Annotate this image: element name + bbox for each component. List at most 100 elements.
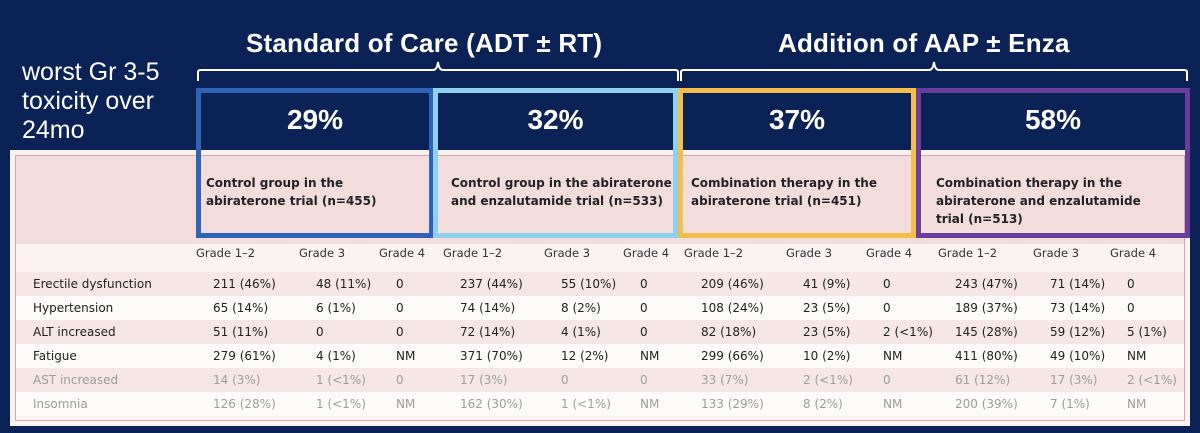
grade-subheader: Grade 3 (544, 246, 591, 260)
percent-box-header (201, 93, 429, 150)
toxicity-percent-value: 37% (768, 104, 826, 135)
row-label: Insomnia (33, 397, 88, 411)
table-cell: 1 (<1%) (316, 373, 366, 387)
table-cell: 8 (2%) (561, 301, 601, 315)
table-cell: 209 (46%) (701, 277, 764, 291)
toxicity-table: Control group in the abiraterone trial (… (10, 150, 1190, 426)
table-cell: 17 (3%) (1050, 373, 1098, 387)
row-label: AST increased (33, 373, 119, 387)
table-cell: 17 (3%) (460, 373, 508, 387)
toxicity-percent-box: 58% (916, 88, 1190, 238)
grade-subheader: Grade 1–2 (443, 246, 503, 260)
percent-box-header (438, 93, 673, 150)
table-cell: 0 (883, 277, 891, 291)
table-cell: 65 (14%) (213, 301, 269, 315)
column-group-combination-abiraterone: Combination therapy in the abiraterone t… (691, 176, 877, 208)
table-cell: 0 (640, 325, 648, 339)
table-cell: 299 (66%) (701, 349, 764, 363)
column-group-combination-abi-enza: Combination therapy in the abiraterone a… (936, 176, 1141, 226)
table-cell: 74 (14%) (460, 301, 516, 315)
table-cell: 1 (<1%) (561, 397, 611, 411)
table-cell: 73 (14%) (1050, 301, 1106, 315)
table-cell: 133 (29%) (701, 397, 764, 411)
addition-aap-enza-brace (680, 61, 1188, 81)
row-label: Hypertension (33, 301, 114, 315)
row-label: Erectile dysfunction (33, 277, 152, 291)
table-cell: 145 (28%) (955, 325, 1018, 339)
table-row: Hypertension 65 (14%) 6 (1%) 0 74 (14%) 8 (2%… (16, 296, 1184, 320)
table-cell: NM (883, 349, 903, 363)
grade-subheader: Grade 1–2 (196, 246, 256, 260)
table-cell: 2 (<1%) (803, 373, 853, 387)
table-cell: 14 (3%) (213, 373, 261, 387)
table-cell: 10 (2%) (803, 349, 851, 363)
toxicity-percent-box: 37% (678, 88, 916, 238)
table-cell: 4 (1%) (561, 325, 601, 339)
toxicity-percent-value: 29% (286, 104, 344, 135)
table-cell: 61 (12%) (955, 373, 1011, 387)
grade-subheader: Grade 3 (786, 246, 833, 260)
table-header-band (16, 156, 1184, 244)
table-cell: 2 (<1%) (883, 325, 933, 339)
table-cell: 1 (<1%) (316, 397, 366, 411)
table-cell: 162 (30%) (460, 397, 523, 411)
table-cell: 0 (396, 277, 404, 291)
table-cell: 82 (18%) (701, 325, 757, 339)
table-cell: 0 (396, 373, 404, 387)
table-cell: 189 (37%) (955, 301, 1018, 315)
table-cell: 0 (396, 301, 404, 315)
grade-subheader: Grade 3 (299, 246, 346, 260)
table-cell: NM (640, 397, 660, 411)
table-cell: 5 (1%) (1127, 325, 1167, 339)
percent-box-header (683, 93, 911, 150)
table-cell: 23 (5%) (803, 301, 851, 315)
table-cell: 0 (1127, 277, 1135, 291)
table-cell: 211 (46%) (213, 277, 276, 291)
table-cell: NM (396, 349, 416, 363)
table-cell: 371 (70%) (460, 349, 523, 363)
table-cell: 41 (9%) (803, 277, 851, 291)
table-cell: NM (640, 349, 660, 363)
grade-subheader: Grade 4 (379, 246, 426, 260)
table-cell: NM (1127, 397, 1147, 411)
row-label: ALT increased (33, 325, 116, 339)
table-cell: 0 (883, 301, 891, 315)
table-cell: 55 (10%) (561, 277, 617, 291)
table-cell: 12 (2%) (561, 349, 609, 363)
table-row: Fatigue 279 (61%) 4 (1%) NM 371 (70%) 12 (2%)… (16, 344, 1184, 368)
table-cell: 49 (10%) (1050, 349, 1106, 363)
table-cell: 59 (12%) (1050, 325, 1106, 339)
table-row: AST increased 14 (3%) 1 (<1%) 0 17 (3%) 0 0 33 … (16, 368, 1184, 392)
table-cell: 200 (39%) (955, 397, 1018, 411)
column-group-control-abi-enza: Control group in the abiraterone and enz… (451, 176, 672, 208)
table-cell: 72 (14%) (460, 325, 516, 339)
table-cell: 108 (24%) (701, 301, 764, 315)
table-cell: NM (396, 397, 416, 411)
table-cell: 4 (1%) (316, 349, 356, 363)
standard-of-care-brace (197, 61, 679, 81)
table-cell: 0 (883, 373, 891, 387)
table-row: Erectile dysfunction 211 (46%) 48 (11%) 0 23… (16, 272, 1184, 296)
grade-subheader: Grade 1–2 (938, 246, 998, 260)
toxicity-percent-box: 32% (433, 88, 678, 238)
table-cell: 279 (61%) (213, 349, 276, 363)
table-cell: NM (1127, 349, 1147, 363)
grade-subheader: Grade 3 (1033, 246, 1080, 260)
table-cell: 51 (11%) (213, 325, 269, 339)
table-cell: 243 (47%) (955, 277, 1018, 291)
table-cell: 6 (1%) (316, 301, 356, 315)
table-cell: 7 (1%) (1050, 397, 1090, 411)
column-group-control-abiraterone: Control group in the abiraterone trial (… (206, 176, 377, 208)
standard-of-care-heading: Standard of Care (ADT ± RT) (246, 28, 603, 58)
table-cell: 0 (640, 373, 648, 387)
table-cell: 2 (<1%) (1127, 373, 1177, 387)
slide-caption: worst Gr 3-5 toxicity over 24mo (22, 58, 160, 144)
table-cell: 0 (640, 277, 648, 291)
table-cell: 411 (80%) (955, 349, 1018, 363)
table-cell: 8 (2%) (803, 397, 843, 411)
toxicity-percent-value: 32% (527, 104, 584, 135)
table-cell: 33 (7%) (701, 373, 749, 387)
table-cell: 48 (11%) (316, 277, 372, 291)
table-row: ALT increased 51 (11%) 0 0 72 (14%) 4 (1%) 0 82… (16, 320, 1184, 344)
